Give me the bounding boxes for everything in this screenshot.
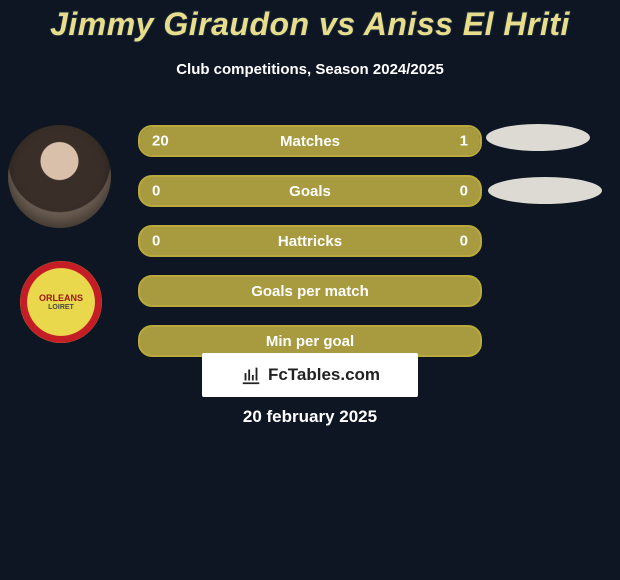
stat-value-right: 1 xyxy=(460,133,468,150)
stat-value-right: 0 xyxy=(460,183,468,200)
brand-text: FcTables.com xyxy=(268,365,380,385)
stat-label: Matches xyxy=(280,133,340,150)
comparison-card: Jimmy Giraudon vs Aniss El Hriti Club co… xyxy=(0,0,620,580)
player2-photo-placeholder xyxy=(486,124,590,151)
page-title: Jimmy Giraudon vs Aniss El Hriti xyxy=(0,6,620,43)
stat-label: Goals xyxy=(289,183,331,200)
stat-value-right: 0 xyxy=(460,233,468,250)
club-badge-line2: LOIRET xyxy=(48,304,74,311)
stat-label: Min per goal xyxy=(266,333,354,350)
brand-box: FcTables.com xyxy=(202,353,418,397)
player1-photo xyxy=(8,125,111,228)
player2-club-placeholder xyxy=(488,177,602,204)
player1-club-badge: ORLEANS LOIRET xyxy=(20,261,102,343)
stat-row: Goals 0 0 xyxy=(138,175,482,207)
stat-label: Hattricks xyxy=(278,233,342,250)
stat-value-left: 20 xyxy=(152,133,169,150)
subtitle: Club competitions, Season 2024/2025 xyxy=(0,61,620,78)
stat-row: Hattricks 0 0 xyxy=(138,225,482,257)
stat-row: Matches 20 1 xyxy=(138,125,482,157)
stat-value-left: 0 xyxy=(152,233,160,250)
stat-rows: Matches 20 1 Goals 0 0 Hattricks 0 0 Goals per ma… xyxy=(138,125,482,375)
club-badge-line1: ORLEANS xyxy=(39,294,83,303)
stat-row: Goals per match xyxy=(138,275,482,307)
chart-icon xyxy=(240,364,262,386)
snapshot-date: 20 february 2025 xyxy=(0,407,620,427)
stat-value-left: 0 xyxy=(152,183,160,200)
stat-label: Goals per match xyxy=(251,283,369,300)
